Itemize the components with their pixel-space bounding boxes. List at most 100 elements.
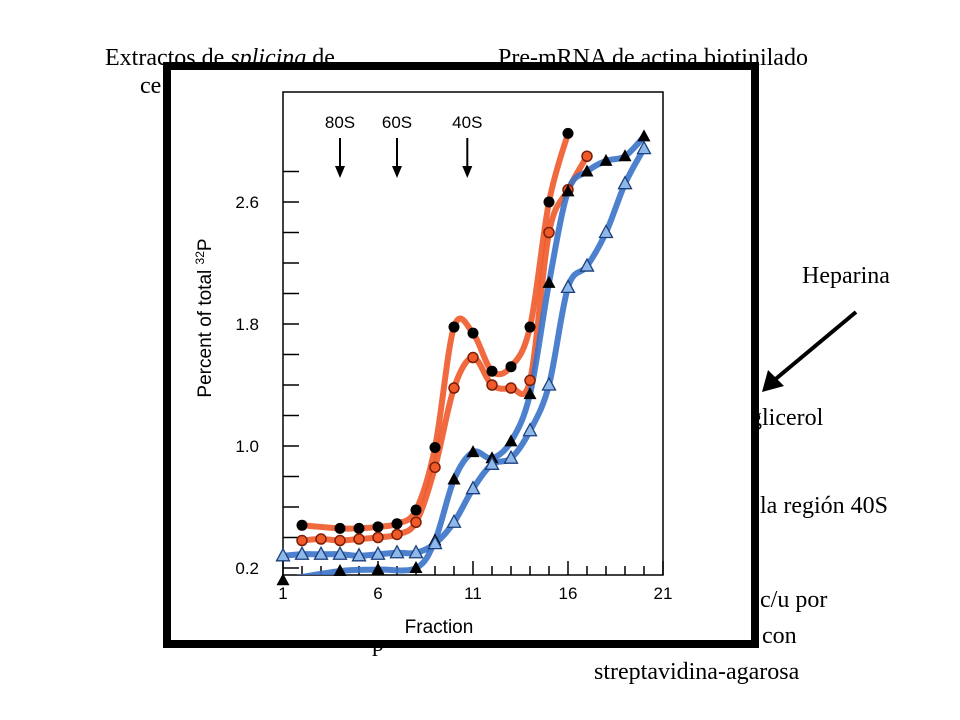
slide-text-strep: streptavidina-agarosa <box>594 659 800 685</box>
arrow-icon <box>762 310 858 392</box>
slide-text-con: con <box>762 623 797 649</box>
chart-annotations: 80S 60S 40S <box>325 113 482 178</box>
data-point-s1 <box>524 321 536 333</box>
chart-points <box>275 127 652 586</box>
data-point-s2 <box>505 382 517 394</box>
y-tick-label: 1.8 <box>235 315 259 334</box>
chart-svg: 0.21.01.82.61 6 11 16 21 80S 60S 40S Fraction … <box>193 91 673 638</box>
x-tick-label: 11 <box>464 584 482 603</box>
data-point-s2 <box>467 351 479 364</box>
x-tick-label: 21 <box>654 584 673 603</box>
marker-label: 40S <box>452 113 482 132</box>
data-point-s1 <box>410 504 422 516</box>
y-axis-label-tail: P <box>195 238 216 251</box>
data-point-s2 <box>543 226 555 239</box>
data-point-s3 <box>523 387 537 400</box>
data-point-s2 <box>410 516 422 528</box>
data-point-s3 <box>561 184 575 197</box>
data-point-s2 <box>429 461 441 474</box>
data-point-s4 <box>389 544 405 559</box>
y-axis-label-base: Percent of total <box>195 264 216 397</box>
data-point-s2 <box>448 382 460 394</box>
y-tick-label: 1.0 <box>235 437 259 456</box>
data-point-s4 <box>313 545 329 560</box>
data-point-s3 <box>504 434 518 447</box>
marker-label: 60S <box>382 113 412 132</box>
slide-text-top-left-line1: Extractos de splicing de <box>105 44 335 72</box>
series-line-2 <box>299 153 590 544</box>
data-point-s2 <box>334 534 346 547</box>
data-point-s2 <box>391 528 403 541</box>
series-line-3 <box>295 133 647 575</box>
y-axis-label-sup: 32 <box>193 251 207 265</box>
marker-arrow-head <box>462 166 473 178</box>
data-point-s4 <box>351 547 367 562</box>
data-point-s1 <box>486 365 498 377</box>
slide-text-glicerol: glicerol <box>750 405 824 431</box>
data-point-s2 <box>315 533 327 545</box>
data-point-s1 <box>562 127 574 139</box>
slide-text-region: la región 40S <box>760 493 888 519</box>
data-point-s1 <box>543 196 555 208</box>
marker-label: 80S <box>325 113 355 132</box>
data-point-s3 <box>599 153 613 166</box>
data-point-s4 <box>370 545 386 560</box>
x-axis-label: Fraction <box>405 617 474 638</box>
data-point-s2 <box>372 531 384 544</box>
data-point-s3 <box>542 275 556 288</box>
data-point-s3 <box>409 561 423 573</box>
data-point-s4 <box>598 224 614 239</box>
marker-arrow-head <box>392 166 402 178</box>
data-point-s4 <box>275 547 291 562</box>
data-point-s1 <box>448 321 460 333</box>
data-point-s4 <box>446 513 462 528</box>
data-point-s4 <box>332 545 348 560</box>
x-tick-label: 16 <box>559 584 578 603</box>
y-tick-label: 2.6 <box>235 193 259 212</box>
data-point-s4 <box>560 279 576 294</box>
data-point-s4 <box>617 175 633 190</box>
chart-curves <box>283 130 647 575</box>
data-point-s2 <box>353 533 365 545</box>
data-point-s4 <box>294 545 310 560</box>
data-point-s4 <box>427 535 443 550</box>
data-point-s1 <box>353 522 365 534</box>
chart-panel: 0.2 1.0 1.8 2.6 1 6 11 16 21 80S 60S 40S Fraction … <box>163 62 759 648</box>
marker-arrow-head <box>335 166 345 178</box>
data-point-s2 <box>524 374 536 387</box>
data-point-s1 <box>505 361 517 373</box>
data-point-s1 <box>296 519 308 531</box>
data-point-s3 <box>333 564 347 577</box>
y-axis-label: Percent of total 32P <box>193 238 216 397</box>
data-point-s2 <box>296 534 308 547</box>
data-point-s3 <box>276 573 290 586</box>
data-point-s3 <box>466 445 480 458</box>
x-tick-label: 6 <box>373 584 382 603</box>
series-line-4 <box>283 145 647 559</box>
slide-text-heparina: Heparina <box>802 263 890 289</box>
data-point-s3 <box>618 149 632 162</box>
data-point-s1 <box>467 327 479 339</box>
data-point-s2 <box>486 379 498 391</box>
data-point-s3 <box>637 129 651 142</box>
slide-text-cu-por: c/u por <box>760 587 828 613</box>
data-point-s4 <box>465 480 481 495</box>
data-point-s1 <box>372 521 384 533</box>
data-point-s1 <box>334 522 346 534</box>
data-point-s3 <box>371 562 385 575</box>
data-point-s4 <box>579 257 595 272</box>
data-point-s4 <box>522 422 538 437</box>
data-point-s1 <box>391 518 403 530</box>
data-point-s3 <box>580 164 594 177</box>
x-tick-label: 1 <box>278 584 287 603</box>
slide-text-top-left-line2: ce <box>140 73 162 99</box>
data-point-s3 <box>447 472 461 485</box>
data-point-s4 <box>541 376 557 391</box>
data-point-s4 <box>484 455 500 470</box>
data-point-s4 <box>408 544 424 559</box>
data-point-s1 <box>429 442 441 454</box>
data-point-s4 <box>503 449 519 464</box>
y-tick-label: 0.2 <box>235 559 259 578</box>
data-point-s4 <box>636 140 652 155</box>
data-point-s2 <box>581 150 593 162</box>
